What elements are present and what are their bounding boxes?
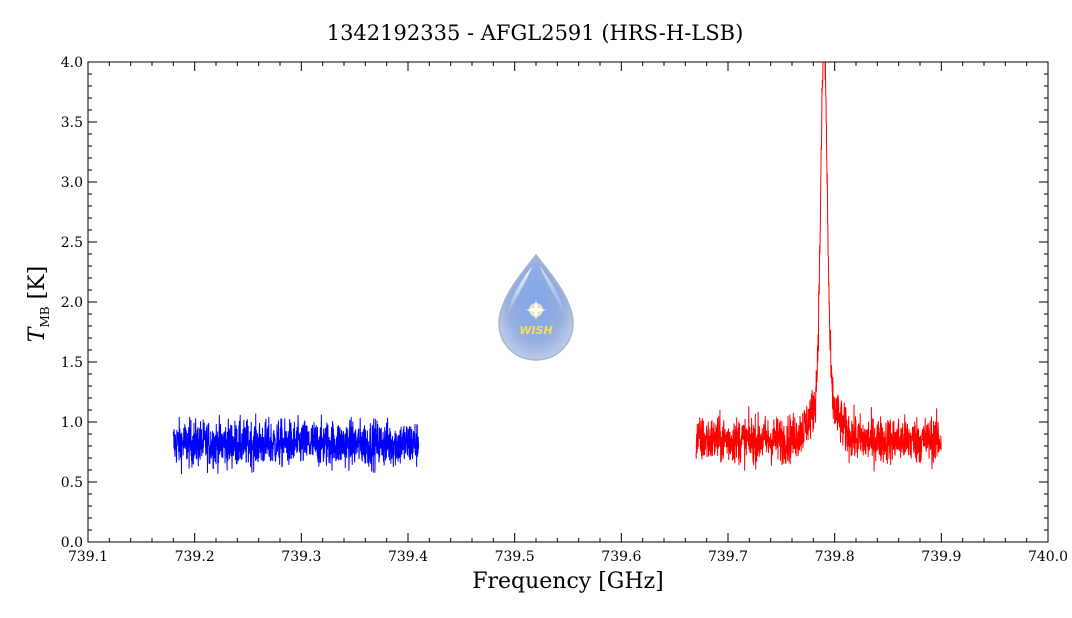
y-tick-label: 1.5 [61,355,83,371]
y-tick-label: 0.0 [61,535,83,551]
plot-area [172,61,942,475]
y-axis-label: TMB [K] [25,266,52,342]
y-axis: 0.0 0.5 1.0 1.5 2.0 2.5 3.0 3.5 4.0 [61,55,1048,551]
x-tick-label: 739.1 [68,549,108,565]
x-axis-label: Frequency [GHz] [472,569,664,594]
y-axis-subscript: MB [38,306,52,327]
y-tick-label: 4.0 [61,55,83,71]
x-tick-label: 739.2 [175,549,215,565]
series-line-1 [695,61,942,472]
logo-text: WISH [519,324,552,337]
x-tick-label: 739.7 [708,549,748,565]
y-tick-label: 1.0 [61,415,83,431]
star-icon [526,300,546,320]
y-tick-label: 0.5 [61,475,83,491]
x-tick-label: 739.9 [921,549,961,565]
x-tick-label: 739.6 [601,549,641,565]
plot-frame [87,61,1049,543]
y-tick-label: 3.0 [61,175,83,191]
y-axis-unit: [K] [25,266,50,300]
series-line-0 [172,413,420,475]
y-tick-label: 3.5 [61,115,83,131]
x-tick-label: 739.3 [281,549,321,565]
y-tick-label: 2.0 [61,295,83,311]
y-tick-label: 2.5 [61,235,83,251]
x-tick-label: 740.0 [1028,549,1068,565]
x-tick-label: 739.8 [815,549,855,565]
x-tick-label: 739.4 [388,549,428,565]
x-axis: 739.1 739.2 739.3 739.4 739.5 739.6 739.7 739.8… [68,62,1068,565]
y-axis-symbol: T [25,325,50,342]
x-tick-label: 739.5 [495,549,535,565]
wish-logo: WISH [498,253,574,361]
chart-title: 1342192335 - AFGL2591 (HRS-H-LSB) [327,21,744,45]
